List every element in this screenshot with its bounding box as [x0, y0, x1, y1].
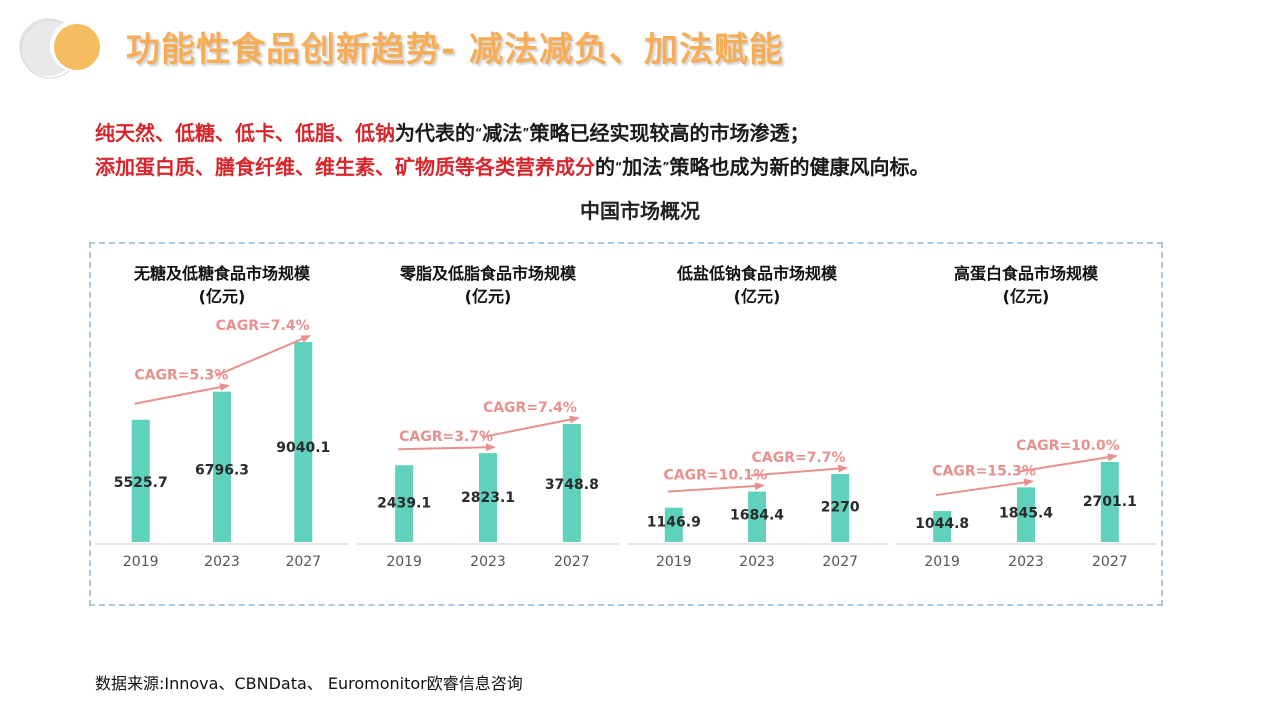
bar-2027: [1100, 462, 1119, 542]
chart-title-line-1: 零脂及低脂食品市场规模: [399, 264, 576, 283]
value-label: 6796.3: [195, 462, 249, 478]
bar-2019: [933, 511, 952, 542]
chart-panel-low-sugar: 无糖及低糖食品市场规模 (亿元) 5525.7 2019 6796.3 2023 904…: [91, 244, 353, 604]
cagr-label: CAGR=7.4%: [216, 318, 310, 334]
intro-line-2: 添加蛋白质、膳食纤维、维生素、矿物质等各类营养成分的“加法”策略也成为新的健康风…: [95, 150, 1215, 184]
chart-svg: 1044.8 2019 1845.4 2023 2701.1 2027 CAGR=15.3%…: [895, 438, 1157, 570]
cagr-arrow: [398, 443, 496, 452]
x-tick-label: 2027: [285, 554, 321, 570]
x-tick-label: 2019: [386, 554, 422, 570]
bar-2023: [213, 391, 231, 542]
chart-title-line-1: 高蛋白食品市场规模: [953, 264, 1098, 283]
cagr-label: CAGR=15.3%: [932, 463, 1036, 479]
bar-2023: [479, 453, 497, 542]
intro-line-2-rest: 策略也成为新的健康风向标。: [669, 155, 930, 179]
cagr-label: CAGR=7.7%: [752, 450, 846, 466]
x-tick-label: 2027: [822, 554, 858, 570]
value-label: 1684.4: [730, 507, 784, 523]
x-tick-label: 2027: [1092, 554, 1128, 570]
value-label: 2701.1: [1083, 494, 1137, 510]
chart-title: 无糖及低糖食品市场规模 (亿元): [91, 262, 353, 308]
cagr-arrow: [750, 464, 849, 477]
data-source-note: 数据来源:Innova、CBNData、 Euromonitor欧睿信息咨询: [95, 674, 523, 693]
value-label: 3748.8: [545, 477, 599, 493]
cagr-arrow: [936, 478, 1034, 497]
slide-title: 功能性食品创新趋势- 减法减负、加法赋能: [126, 30, 784, 70]
chart-svg: 2439.1 2019 2823.1 2023 3748.8 2027 CAGR=3.7% C…: [357, 400, 619, 570]
chart-svg: 1146.9 2019 1684.4 2023 2270 2027 CAGR=10.1% CA…: [627, 450, 887, 570]
value-label: 1044.8: [915, 516, 969, 532]
intro-line-2-quote-close: ”: [662, 160, 670, 173]
intro-line-2-quote-open: “: [615, 160, 623, 173]
intro-line-1-quote-close: ”: [522, 126, 530, 139]
chart-svg: 5525.7 2019 6796.3 2023 9040.1 2027 CAGR=5.3% C…: [95, 318, 349, 570]
cagr-arrow: [215, 335, 312, 377]
bar-2023: [748, 491, 766, 542]
chart-panel-high-protein: 高蛋白食品市场规模 (亿元) 1044.8 2019 1845.4 2023 2701.…: [891, 244, 1161, 604]
value-label: 2270: [821, 499, 860, 515]
cagr-label: CAGR=10.0%: [1016, 438, 1120, 454]
chart-panel-low-fat: 零脂及低脂食品市场规模 (亿元) 2439.1 2019 2823.1 2023 374…: [353, 244, 623, 604]
intro-text: 纯天然、低糖、低卡、低脂、低钠为代表的“减法”策略已经实现较高的市场渗透； 添加…: [95, 116, 1215, 184]
bar-2027: [831, 474, 850, 542]
value-label: 2439.1: [377, 495, 431, 511]
bar-2019: [395, 465, 414, 542]
intro-line-2-keyword: 加法: [622, 155, 663, 179]
x-tick-label: 2019: [924, 554, 960, 570]
intro-line-1: 纯天然、低糖、低卡、低脂、低钠为代表的“减法”策略已经实现较高的市场渗透；: [95, 116, 1215, 150]
value-label: 5525.7: [114, 475, 168, 491]
intro-line-2-pre: 的: [595, 155, 615, 179]
x-tick-label: 2023: [204, 554, 240, 570]
chart-title-line-1: 低盐低钠食品市场规模: [676, 264, 837, 283]
market-overview-title: 中国市场概况: [580, 199, 700, 223]
bar-2023: [1017, 487, 1035, 542]
intro-line-1-keyword: 减法: [482, 121, 523, 145]
cagr-arrow: [481, 415, 580, 439]
bar-2027: [562, 424, 581, 542]
chart-title-line-2: (亿元): [733, 287, 781, 306]
chart-title-line-2: (亿元): [1002, 287, 1050, 306]
bar-2019: [131, 419, 150, 542]
x-tick-label: 2023: [1008, 554, 1044, 570]
value-label: 1146.9: [647, 515, 701, 531]
bar-2027: [294, 342, 313, 542]
cagr-arrow: [134, 383, 230, 405]
logo-circles-icon: [17, 16, 102, 79]
chart-title-line-2: (亿元): [198, 287, 246, 306]
x-tick-label: 2027: [554, 554, 590, 570]
chart-title: 高蛋白食品市场规模 (亿元): [891, 262, 1161, 308]
cagr-arrow: [1019, 453, 1118, 473]
intro-line-1-rest: 策略已经实现较高的市场渗透；: [529, 121, 810, 145]
intro-line-1-quote-open: “: [475, 126, 483, 139]
intro-line-1-highlight: 纯天然、低糖、低卡、低脂、低钠: [95, 121, 395, 145]
value-label: 1845.4: [999, 505, 1053, 521]
charts-container: 无糖及低糖食品市场规模 (亿元) 5525.7 2019 6796.3 2023 904…: [89, 242, 1163, 606]
x-tick-label: 2023: [470, 554, 506, 570]
intro-line-2-highlight: 添加蛋白质、膳食纤维、维生素、矿物质等各类营养成分: [95, 155, 595, 179]
value-label: 2823.1: [461, 490, 515, 506]
chart-panel-low-sodium: 低盐低钠食品市场规模 (亿元) 1146.9 2019 1684.4 2023 2270…: [623, 244, 891, 604]
value-label: 9040.1: [276, 440, 330, 456]
intro-line-1-pre: 为代表的: [395, 121, 475, 145]
x-tick-label: 2023: [739, 554, 775, 570]
cagr-label: CAGR=5.3%: [134, 368, 228, 384]
chart-title-line-1: 无糖及低糖食品市场规模: [133, 264, 310, 283]
x-tick-label: 2019: [123, 554, 159, 570]
cagr-label: CAGR=3.7%: [399, 429, 493, 445]
cagr-label: CAGR=7.4%: [483, 400, 577, 416]
chart-title: 低盐低钠食品市场规模 (亿元): [623, 262, 891, 308]
bar-2019: [664, 507, 683, 542]
cagr-arrow: [667, 482, 765, 493]
x-tick-label: 2019: [656, 554, 692, 570]
chart-title: 零脂及低脂食品市场规模 (亿元): [353, 262, 623, 308]
cagr-label: CAGR=10.1%: [664, 468, 768, 484]
chart-title-line-2: (亿元): [464, 287, 512, 306]
